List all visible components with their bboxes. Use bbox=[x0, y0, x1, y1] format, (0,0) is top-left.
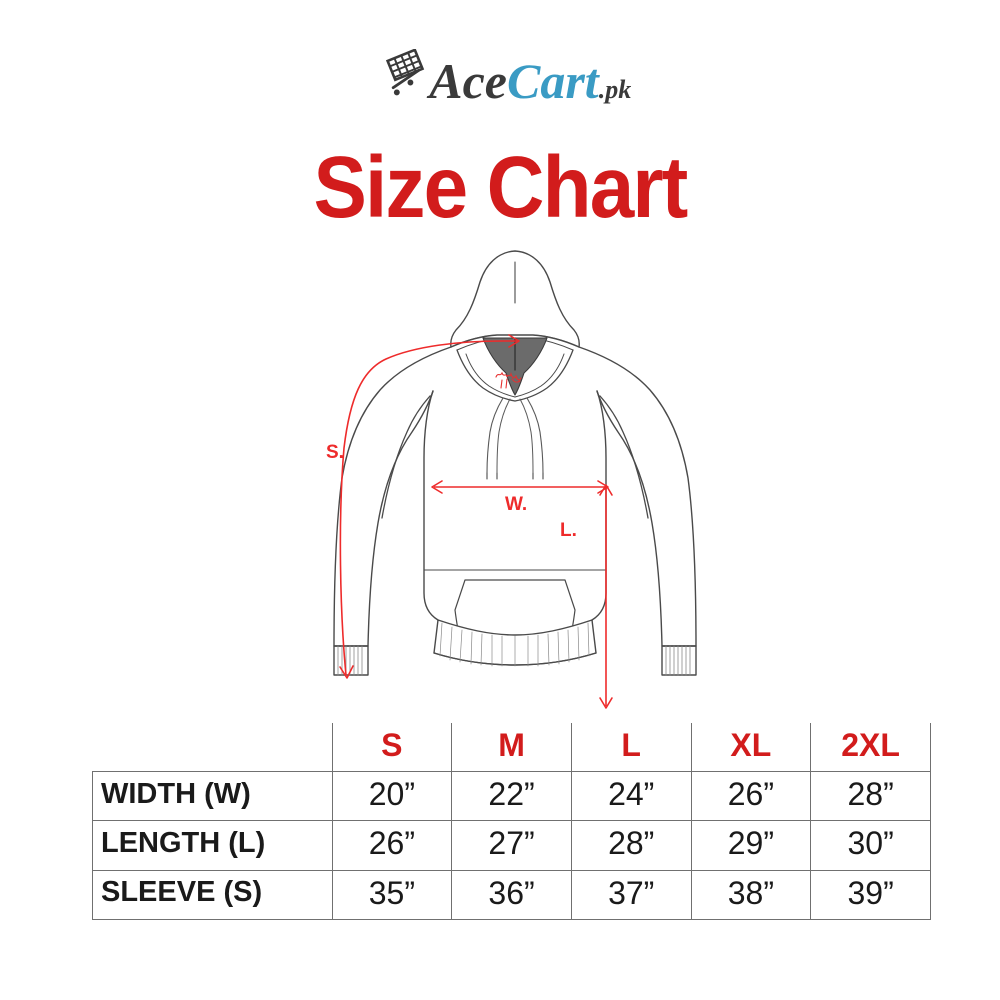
svg-text:L.: L. bbox=[560, 520, 577, 541]
svg-text:S.: S. bbox=[326, 442, 344, 463]
svg-text:W.: W. bbox=[505, 494, 527, 515]
